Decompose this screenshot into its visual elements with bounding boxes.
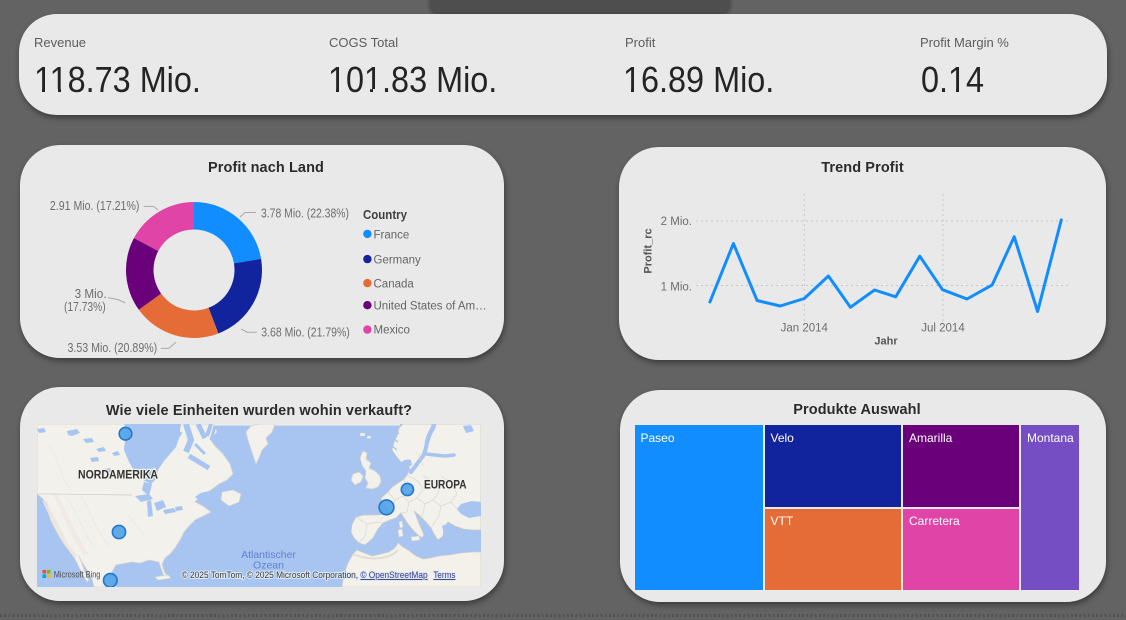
- svg-text:Jul 2014: Jul 2014: [921, 323, 965, 335]
- svg-text:Terms: Terms: [433, 570, 455, 580]
- svg-text:Country: Country: [363, 208, 407, 222]
- svg-text:NORDAMERIKA: NORDAMERIKA: [78, 470, 158, 482]
- svg-text:United States of Am…: United States of Am…: [374, 301, 487, 313]
- svg-text:Jan 2014: Jan 2014: [781, 323, 829, 335]
- svg-text:EUROPA: EUROPA: [424, 480, 467, 492]
- svg-text:Canada: Canada: [374, 279, 415, 291]
- svg-text:Mexico: Mexico: [374, 325, 410, 337]
- svg-text:Profit_rc: Profit_rc: [643, 228, 655, 273]
- svg-text:2 Mio.: 2 Mio.: [661, 216, 692, 228]
- svg-text:Jahr: Jahr: [874, 336, 898, 348]
- svg-text:© 2025 TomTom, © 2025 Microsof: © 2025 TomTom, © 2025 Microsoft Corporat…: [182, 570, 428, 580]
- svg-text:1 Mio.: 1 Mio.: [661, 282, 692, 294]
- svg-text:3.78 Mio. (22.38%): 3.78 Mio. (22.38%): [261, 206, 349, 221]
- svg-text:Microsoft Bing: Microsoft Bing: [54, 570, 101, 580]
- svg-text:3.68 Mio. (21.79%): 3.68 Mio. (21.79%): [261, 324, 350, 339]
- svg-text:3 Mio.: 3 Mio.: [75, 286, 107, 301]
- svg-text:3.53 Mio. (20.89%): 3.53 Mio. (20.89%): [68, 340, 158, 355]
- svg-text:(17.73%): (17.73%): [64, 299, 106, 314]
- svg-text:France: France: [374, 229, 410, 241]
- svg-text:Germany: Germany: [374, 255, 422, 267]
- svg-text:Atlantischer: Atlantischer: [241, 549, 296, 561]
- svg-text:2.91 Mio. (17.21%): 2.91 Mio. (17.21%): [50, 198, 139, 213]
- svg-text:Ozean: Ozean: [253, 560, 284, 572]
